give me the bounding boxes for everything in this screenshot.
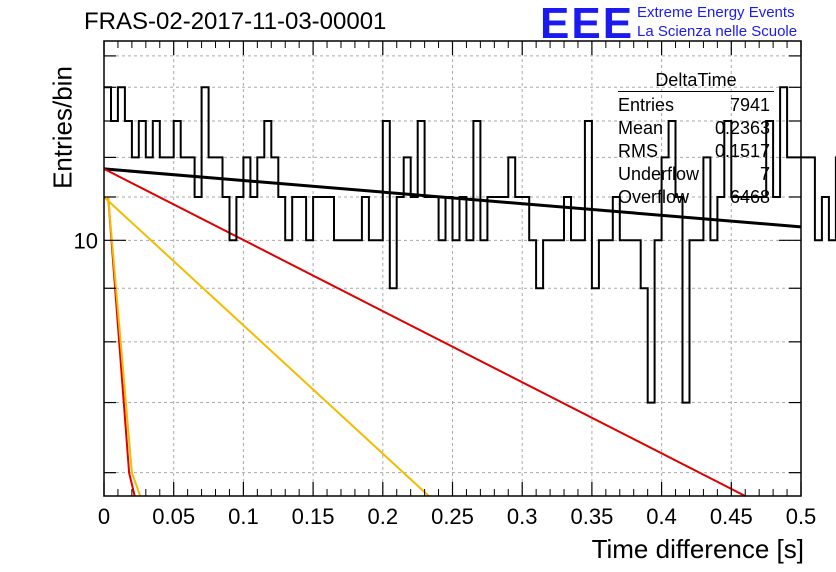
fit-curve [107, 196, 142, 497]
x-tick-label: 0.35 [570, 504, 613, 529]
x-tick-label: 0.15 [292, 504, 335, 529]
x-axis-label: Time difference [s] [591, 534, 804, 564]
stats-label: Underflow [618, 164, 700, 184]
stats-label: RMS [618, 141, 658, 161]
logo-subtitle-1: Extreme Energy Events [637, 4, 795, 21]
eee-logo: EEE [540, 0, 635, 48]
stats-label: Entries [618, 95, 675, 115]
stats-row-entries: Entries 7941 [612, 94, 778, 117]
stats-box: DeltaTime Entries 7941 Mean 0.2363 RMS 0… [612, 70, 778, 209]
logo-subtitle-2: La Scienza nelle Scuole [637, 23, 798, 40]
stats-label: Overflow [618, 187, 690, 207]
stats-value: 0.1517 [714, 141, 770, 161]
axis-ticks: 0 0.05 0.1 0.15 0.2 0.25 0.3 0.35 0.4 0.45 0.5 10 [74, 41, 817, 529]
x-tick-label: 0.3 [507, 504, 538, 529]
y-axis-label: Entries/bin [47, 66, 78, 189]
x-tick-label: 0.45 [710, 504, 753, 529]
stats-label: Mean [618, 118, 664, 138]
stats-row-rms: RMS 0.1517 [612, 140, 778, 163]
stats-row-overflow: Overflow 6468 [612, 186, 778, 209]
x-tick-label: 0.05 [152, 504, 195, 529]
stats-row-mean: Mean 0.2363 [612, 117, 778, 140]
x-tick-label: 0.4 [646, 504, 677, 529]
fit-curve [103, 168, 746, 497]
y-tick-label: 10 [74, 228, 98, 253]
stats-value: 0.2363 [714, 118, 770, 138]
x-tick-label: 0.25 [431, 504, 474, 529]
stats-title: DeltaTime [618, 70, 774, 92]
chart-title: FRAS-02-2017-11-03-00001 [84, 8, 387, 35]
x-tick-label: 0.1 [228, 504, 259, 529]
stats-value: 7 [759, 164, 770, 184]
stats-row-underflow: Underflow 7 [612, 163, 778, 186]
stats-value: 7941 [729, 95, 770, 115]
fit-curve [103, 196, 430, 497]
histogram-line [104, 86, 836, 404]
stats-value: 6468 [729, 187, 770, 207]
x-tick-label: 0.5 [786, 504, 817, 529]
x-tick-label: 0 [98, 504, 110, 529]
x-tick-label: 0.2 [368, 504, 399, 529]
